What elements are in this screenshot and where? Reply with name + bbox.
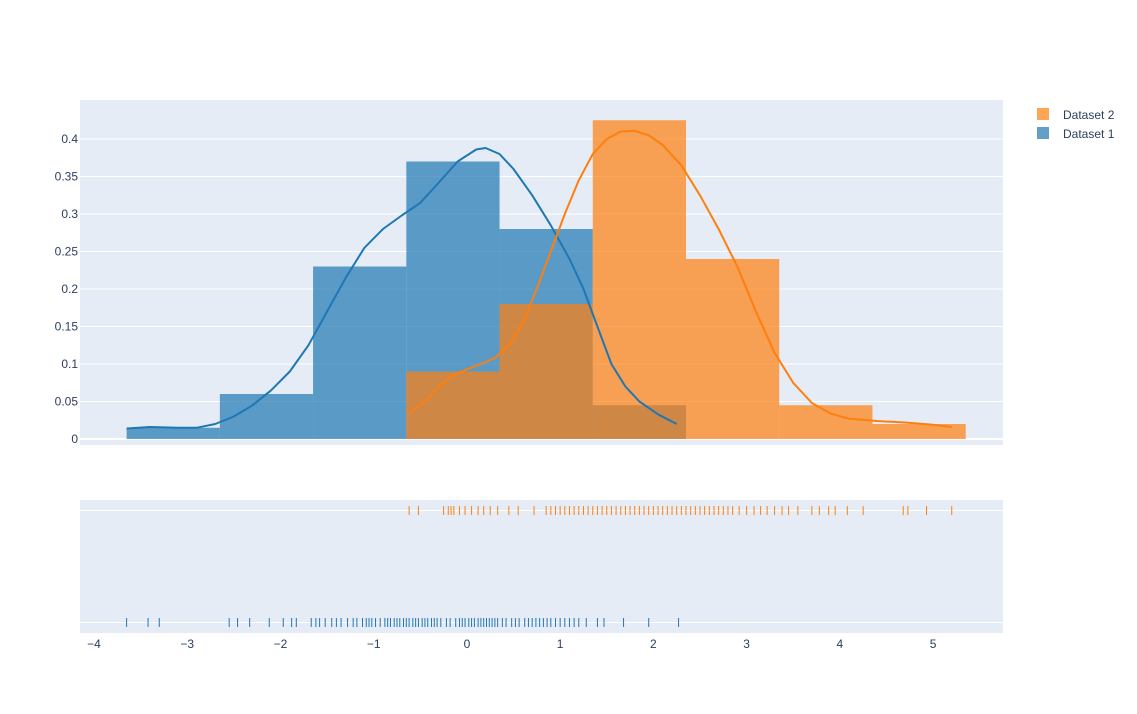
y-tick-label: 0.1	[61, 357, 78, 371]
legend-label-dataset-2: Dataset 2	[1063, 108, 1115, 122]
dataset-2-histogram-bar	[406, 371, 500, 439]
dataset-2-histogram-bar	[592, 120, 687, 439]
y-tick-label: 0.25	[55, 245, 79, 259]
x-tick-label: −3	[180, 637, 194, 651]
x-tick-label: 4	[836, 637, 843, 651]
y-tick-label: 0.05	[55, 395, 79, 409]
y-tick-label: 0.35	[55, 170, 79, 184]
dataset-2-histogram-bar	[686, 259, 780, 439]
y-axis-tick-labels: 0 0.05 0.1 0.15 0.2 0.25 0.3 0.35 0.4	[55, 132, 79, 446]
x-tick-label: −2	[274, 637, 288, 651]
x-axis-tick-labels: −4 −3 −2 −1 0 1 2 3 4 5	[87, 637, 937, 651]
x-tick-label: 5	[930, 637, 937, 651]
x-tick-label: −4	[87, 637, 101, 651]
dataset-1-kde-curve	[126, 147, 678, 430]
x-tick-label: 3	[743, 637, 750, 651]
legend-item-dataset-2[interactable]: Dataset 2	[1037, 108, 1115, 122]
y-tick-label: 0.4	[61, 132, 78, 146]
rug-plot-background	[80, 500, 1003, 633]
legend[interactable]: Dataset 2 Dataset 1	[1037, 108, 1115, 141]
y-tick-label: 0.3	[61, 207, 78, 221]
kde-curves	[126, 129, 952, 430]
x-tick-label: 1	[557, 637, 564, 651]
legend-swatch-dataset-1	[1037, 127, 1049, 139]
x-tick-label: 2	[650, 637, 657, 651]
legend-item-dataset-1[interactable]: Dataset 1	[1037, 127, 1115, 141]
legend-label-dataset-1: Dataset 1	[1063, 127, 1115, 141]
dataset-2-histogram-bar	[499, 304, 593, 439]
dataset-2-kde-curve	[408, 129, 952, 428]
rug-marks	[126, 506, 953, 627]
dataset-1-histogram-bar	[126, 427, 220, 439]
y-tick-label: 0	[71, 432, 78, 446]
y-tick-label: 0.2	[61, 282, 78, 296]
dataset-2-histogram-bar	[872, 424, 966, 439]
y-tick-label: 0.15	[55, 320, 79, 334]
x-tick-label: 0	[464, 637, 471, 651]
x-tick-label: −1	[367, 637, 381, 651]
dataset-1-histogram-bar	[313, 266, 407, 439]
legend-swatch-dataset-2	[1037, 108, 1049, 120]
